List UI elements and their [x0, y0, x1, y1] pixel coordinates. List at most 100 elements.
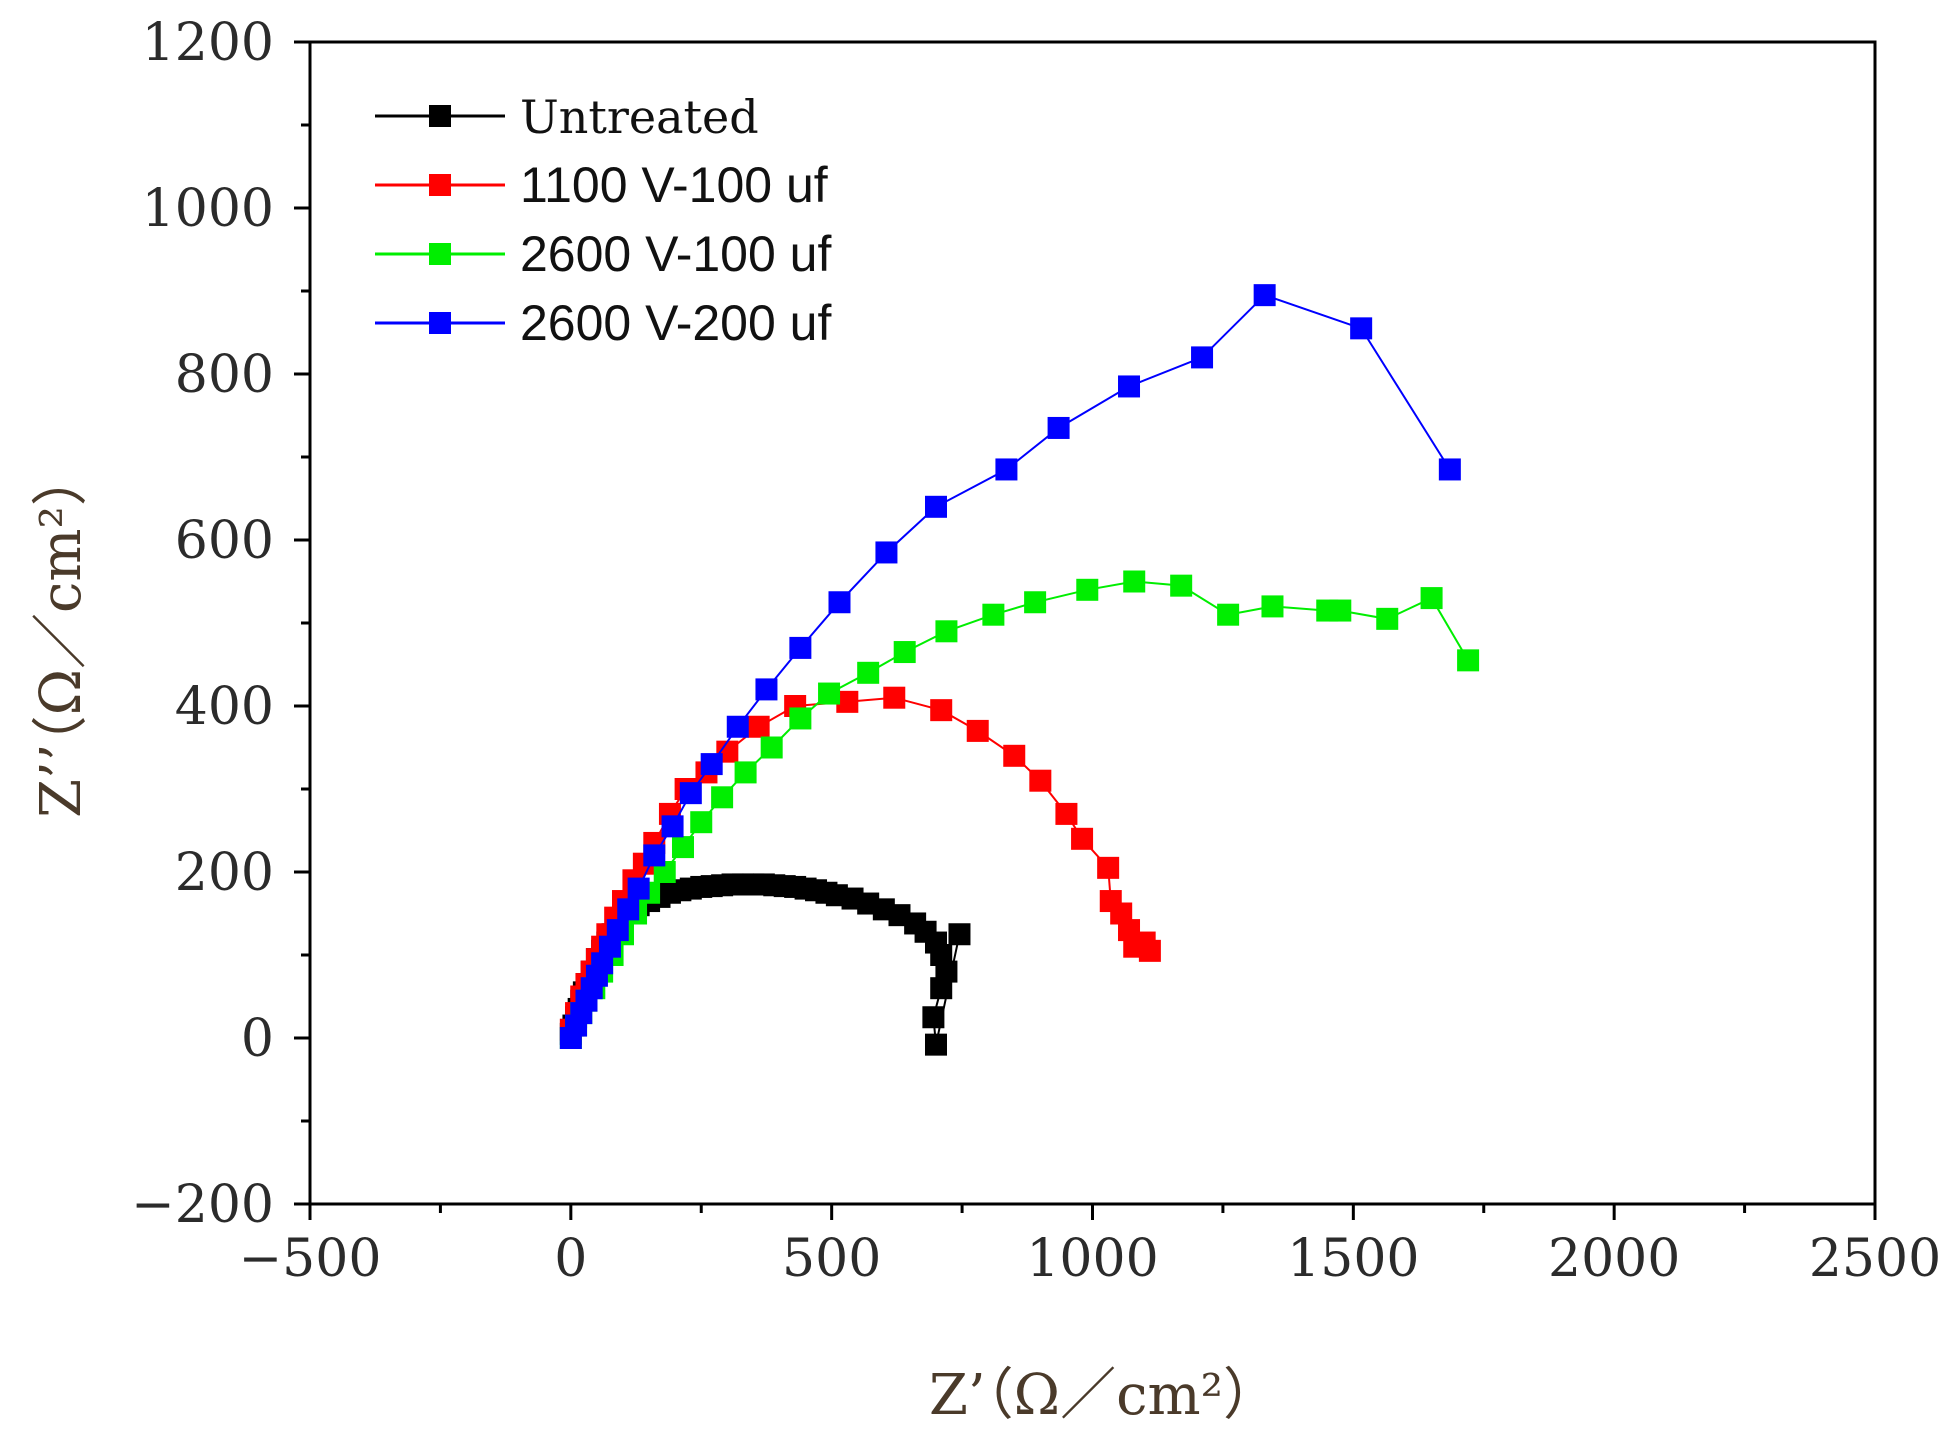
legend-entry: 2600 V-200 uf: [375, 295, 831, 351]
data-point: [643, 844, 666, 867]
y-tick-label: 0: [241, 1009, 274, 1069]
data-point: [598, 935, 621, 958]
legend-marker: [429, 105, 451, 127]
data-point: [617, 898, 640, 921]
data-point: [857, 661, 880, 684]
x-tick-label: 0: [554, 1229, 587, 1289]
series-4: [559, 284, 1461, 1049]
plot-area-border: [308, 40, 1877, 1206]
y-tick-label: 600: [175, 511, 274, 571]
legend-marker: [429, 243, 451, 265]
x-axis-title: Z’（Ω／cm²）: [929, 1363, 1279, 1428]
data-point: [755, 678, 778, 701]
axis-ticks: [294, 40, 1877, 1220]
data-point: [734, 761, 757, 784]
series-3: [559, 570, 1480, 1049]
data-point: [591, 952, 614, 975]
series-line: [569, 580, 1469, 1039]
data-point: [1003, 744, 1026, 767]
data-point: [1024, 591, 1047, 614]
data-point: [760, 736, 783, 759]
data-point: [1071, 827, 1094, 850]
data-point: [679, 782, 702, 805]
data-point: [925, 1033, 947, 1056]
x-tick-label: 2500: [1809, 1229, 1941, 1289]
legend-entry: 1100 V-100 uf: [375, 157, 828, 213]
x-tick-label: 1500: [1287, 1229, 1419, 1289]
data-point: [1261, 595, 1284, 618]
data-point: [1420, 587, 1443, 610]
legend-marker: [429, 312, 451, 334]
x-tick-label: 2000: [1548, 1229, 1680, 1289]
data-point: [1076, 578, 1099, 601]
data-point: [726, 715, 749, 738]
y-axis-title: Z’’（Ω／cm²）: [29, 450, 94, 818]
data-point: [995, 458, 1018, 481]
legend-label: 2600 V-200 uf: [520, 295, 831, 351]
y-tick-label: 1200: [142, 13, 274, 73]
x-tick-label: −500: [239, 1229, 382, 1289]
data-point: [1191, 346, 1214, 369]
data-point: [966, 719, 989, 742]
data-point: [747, 715, 770, 738]
legend-entry: Untreated: [375, 90, 759, 144]
data-point: [893, 641, 916, 664]
data-point: [828, 591, 851, 614]
data-point: [935, 960, 958, 983]
y-tick-label: −200: [131, 1175, 274, 1235]
data-point: [1097, 856, 1120, 879]
x-tick-label: 500: [782, 1229, 881, 1289]
data-point: [922, 1006, 945, 1029]
data-point: [1329, 599, 1352, 622]
legend-entry: 2600 V-100 uf: [375, 226, 831, 282]
data-point: [1350, 317, 1373, 340]
data-point: [700, 753, 723, 776]
data-point: [818, 682, 841, 705]
data-point: [930, 944, 953, 966]
data-point: [1138, 939, 1161, 962]
series-layer: [559, 284, 1480, 1056]
data-point: [1123, 570, 1146, 593]
data-point: [789, 707, 812, 730]
plot-frame: [308, 40, 1877, 1206]
data-point: [935, 620, 958, 643]
y-tick-label: 800: [175, 345, 274, 405]
data-point: [661, 815, 684, 838]
data-point: [930, 699, 953, 722]
data-point: [836, 690, 859, 713]
data-point: [789, 636, 812, 659]
legend-marker: [429, 174, 451, 196]
data-point: [606, 919, 629, 942]
data-point: [711, 786, 734, 809]
data-point: [1170, 574, 1193, 597]
data-point: [930, 977, 953, 1000]
data-point: [671, 836, 694, 859]
legend: Untreated 1100 V-100 uf 2600 V-100 uf 2600 …: [375, 90, 831, 351]
y-tick-label: 200: [175, 843, 274, 903]
data-point: [1047, 416, 1070, 439]
data-point: [1253, 284, 1276, 307]
y-tick-label: 1000: [142, 179, 274, 239]
tick-labels: −500 0 500 1000 1500 2000 2500 −200 0 200 400 600 80…: [131, 13, 1941, 1289]
data-point: [1110, 902, 1133, 925]
legend-label: 2600 V-100 uf: [520, 226, 831, 282]
data-point: [1376, 607, 1399, 630]
data-point: [982, 603, 1005, 626]
data-point: [1118, 375, 1141, 398]
legend-label: 1100 V-100 uf: [520, 157, 828, 213]
data-point: [875, 541, 898, 564]
data-point: [925, 495, 947, 518]
data-point: [1029, 769, 1052, 792]
series-line: [569, 293, 1451, 1039]
data-point: [1457, 649, 1480, 672]
data-point: [1055, 802, 1078, 825]
data-point: [1438, 458, 1461, 481]
legend-label: Untreated: [520, 90, 759, 144]
data-point: [1217, 603, 1240, 626]
data-point: [948, 923, 971, 946]
y-tick-label: 400: [175, 677, 274, 737]
data-point: [627, 877, 650, 900]
data-point: [883, 686, 906, 709]
x-tick-label: 1000: [1026, 1229, 1158, 1289]
